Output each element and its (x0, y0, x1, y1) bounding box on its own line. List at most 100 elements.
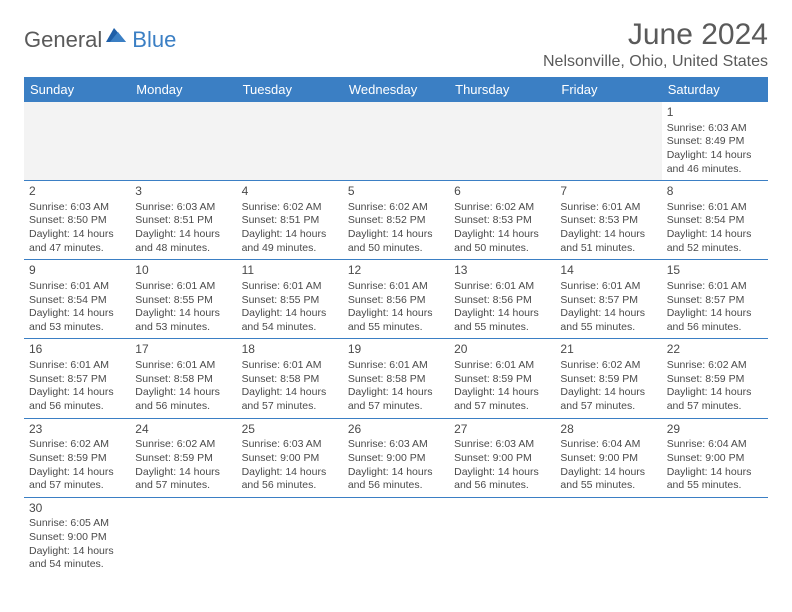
sunset-line: Sunset: 8:56 PM (348, 294, 444, 308)
sunrise-line: Sunrise: 6:01 AM (454, 280, 550, 294)
day-number: 28 (560, 422, 656, 438)
logo-sail-icon (106, 26, 130, 49)
weekday-header: Friday (555, 77, 661, 102)
day-number: 22 (667, 342, 763, 358)
sunrise-line: Sunrise: 6:02 AM (454, 201, 550, 215)
calendar-cell: 28Sunrise: 6:04 AMSunset: 9:00 PMDayligh… (555, 418, 661, 497)
calendar-cell-empty (237, 102, 343, 181)
day-number: 26 (348, 422, 444, 438)
daylight-line: Daylight: 14 hours and 54 minutes. (29, 545, 125, 572)
calendar-cell: 8Sunrise: 6:01 AMSunset: 8:54 PMDaylight… (662, 181, 768, 260)
sunset-line: Sunset: 8:57 PM (667, 294, 763, 308)
sunset-line: Sunset: 9:00 PM (242, 452, 338, 466)
day-number: 16 (29, 342, 125, 358)
day-number: 2 (29, 184, 125, 200)
sunrise-line: Sunrise: 6:04 AM (560, 438, 656, 452)
calendar-row: 9Sunrise: 6:01 AMSunset: 8:54 PMDaylight… (24, 260, 768, 339)
calendar-row: 23Sunrise: 6:02 AMSunset: 8:59 PMDayligh… (24, 418, 768, 497)
sunset-line: Sunset: 8:54 PM (667, 214, 763, 228)
sunrise-line: Sunrise: 6:01 AM (135, 280, 231, 294)
day-number: 23 (29, 422, 125, 438)
calendar-cell-empty (449, 102, 555, 181)
calendar-cell-empty (555, 497, 661, 576)
header: General Blue June 2024 Nelsonville, Ohio… (24, 18, 768, 71)
sunrise-line: Sunrise: 6:01 AM (667, 201, 763, 215)
month-title: June 2024 (543, 18, 768, 51)
day-number: 11 (242, 263, 338, 279)
weekday-header: Wednesday (343, 77, 449, 102)
sunrise-line: Sunrise: 6:01 AM (560, 280, 656, 294)
calendar-cell: 7Sunrise: 6:01 AMSunset: 8:53 PMDaylight… (555, 181, 661, 260)
weekday-header: Sunday (24, 77, 130, 102)
calendar-cell-empty (555, 102, 661, 181)
calendar-cell: 26Sunrise: 6:03 AMSunset: 9:00 PMDayligh… (343, 418, 449, 497)
daylight-line: Daylight: 14 hours and 57 minutes. (135, 466, 231, 493)
calendar-cell: 3Sunrise: 6:03 AMSunset: 8:51 PMDaylight… (130, 181, 236, 260)
daylight-line: Daylight: 14 hours and 46 minutes. (667, 149, 763, 176)
sunrise-line: Sunrise: 6:01 AM (135, 359, 231, 373)
calendar-cell: 15Sunrise: 6:01 AMSunset: 8:57 PMDayligh… (662, 260, 768, 339)
daylight-line: Daylight: 14 hours and 56 minutes. (242, 466, 338, 493)
sunset-line: Sunset: 8:52 PM (348, 214, 444, 228)
daylight-line: Daylight: 14 hours and 55 minutes. (348, 307, 444, 334)
calendar-cell-empty (130, 102, 236, 181)
daylight-line: Daylight: 14 hours and 47 minutes. (29, 228, 125, 255)
sunset-line: Sunset: 8:58 PM (135, 373, 231, 387)
daylight-line: Daylight: 14 hours and 54 minutes. (242, 307, 338, 334)
calendar-cell-empty (24, 102, 130, 181)
daylight-line: Daylight: 14 hours and 55 minutes. (560, 466, 656, 493)
calendar-cell: 10Sunrise: 6:01 AMSunset: 8:55 PMDayligh… (130, 260, 236, 339)
day-number: 9 (29, 263, 125, 279)
day-number: 25 (242, 422, 338, 438)
sunset-line: Sunset: 8:53 PM (454, 214, 550, 228)
day-number: 15 (667, 263, 763, 279)
calendar-cell: 9Sunrise: 6:01 AMSunset: 8:54 PMDaylight… (24, 260, 130, 339)
calendar-cell: 29Sunrise: 6:04 AMSunset: 9:00 PMDayligh… (662, 418, 768, 497)
calendar-cell: 16Sunrise: 6:01 AMSunset: 8:57 PMDayligh… (24, 339, 130, 418)
day-number: 30 (29, 501, 125, 517)
sunset-line: Sunset: 8:59 PM (560, 373, 656, 387)
sunset-line: Sunset: 8:50 PM (29, 214, 125, 228)
sunrise-line: Sunrise: 6:05 AM (29, 517, 125, 531)
sunrise-line: Sunrise: 6:03 AM (135, 201, 231, 215)
title-block: June 2024 Nelsonville, Ohio, United Stat… (543, 18, 768, 71)
day-number: 5 (348, 184, 444, 200)
weekday-header: Thursday (449, 77, 555, 102)
calendar-cell: 22Sunrise: 6:02 AMSunset: 8:59 PMDayligh… (662, 339, 768, 418)
calendar-cell: 11Sunrise: 6:01 AMSunset: 8:55 PMDayligh… (237, 260, 343, 339)
day-number: 24 (135, 422, 231, 438)
calendar-cell: 1Sunrise: 6:03 AMSunset: 8:49 PMDaylight… (662, 102, 768, 181)
daylight-line: Daylight: 14 hours and 50 minutes. (454, 228, 550, 255)
sunset-line: Sunset: 8:51 PM (135, 214, 231, 228)
calendar-cell: 19Sunrise: 6:01 AMSunset: 8:58 PMDayligh… (343, 339, 449, 418)
sunrise-line: Sunrise: 6:03 AM (454, 438, 550, 452)
sunset-line: Sunset: 9:00 PM (667, 452, 763, 466)
daylight-line: Daylight: 14 hours and 50 minutes. (348, 228, 444, 255)
sunrise-line: Sunrise: 6:01 AM (242, 280, 338, 294)
sunrise-line: Sunrise: 6:03 AM (29, 201, 125, 215)
calendar-row: 2Sunrise: 6:03 AMSunset: 8:50 PMDaylight… (24, 181, 768, 260)
day-number: 12 (348, 263, 444, 279)
sunset-line: Sunset: 8:57 PM (29, 373, 125, 387)
daylight-line: Daylight: 14 hours and 57 minutes. (348, 386, 444, 413)
day-number: 6 (454, 184, 550, 200)
day-number: 13 (454, 263, 550, 279)
location: Nelsonville, Ohio, United States (543, 53, 768, 71)
sunrise-line: Sunrise: 6:02 AM (560, 359, 656, 373)
sunset-line: Sunset: 8:58 PM (348, 373, 444, 387)
calendar-cell: 6Sunrise: 6:02 AMSunset: 8:53 PMDaylight… (449, 181, 555, 260)
sunrise-line: Sunrise: 6:01 AM (29, 359, 125, 373)
sunrise-line: Sunrise: 6:01 AM (667, 280, 763, 294)
daylight-line: Daylight: 14 hours and 56 minutes. (135, 386, 231, 413)
weekday-header-row: SundayMondayTuesdayWednesdayThursdayFrid… (24, 77, 768, 102)
calendar-cell: 12Sunrise: 6:01 AMSunset: 8:56 PMDayligh… (343, 260, 449, 339)
sunrise-line: Sunrise: 6:03 AM (348, 438, 444, 452)
day-number: 29 (667, 422, 763, 438)
calendar-cell: 17Sunrise: 6:01 AMSunset: 8:58 PMDayligh… (130, 339, 236, 418)
day-number: 27 (454, 422, 550, 438)
calendar-row: 16Sunrise: 6:01 AMSunset: 8:57 PMDayligh… (24, 339, 768, 418)
sunrise-line: Sunrise: 6:01 AM (29, 280, 125, 294)
sunset-line: Sunset: 9:00 PM (560, 452, 656, 466)
calendar-cell-empty (343, 497, 449, 576)
sunrise-line: Sunrise: 6:01 AM (560, 201, 656, 215)
